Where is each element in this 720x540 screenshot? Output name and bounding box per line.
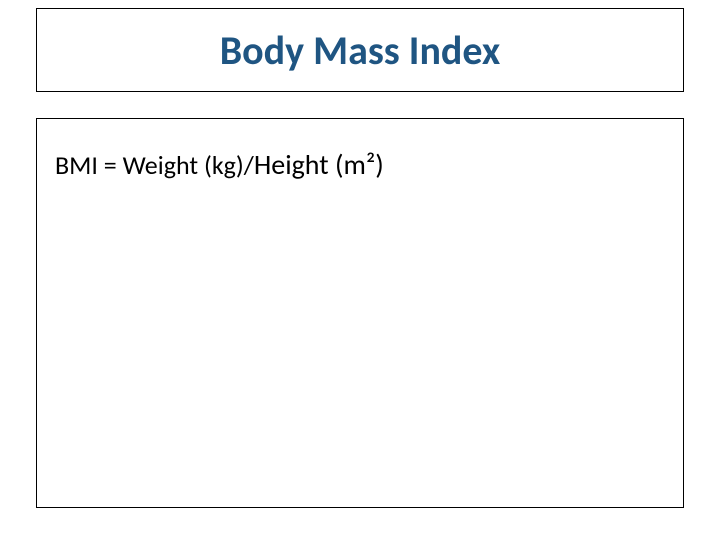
content-container: BMI = Weight (kg)/Height (m²) — [36, 118, 684, 508]
slide-title: Body Mass Index — [220, 26, 501, 75]
formula-line: BMI = Weight (kg)/Height (m²) — [55, 147, 665, 182]
formula-text-part-1: BMI = Weight (kg)/ — [55, 149, 254, 181]
formula-text-part-2: Height (m²) — [254, 147, 384, 182]
title-container: Body Mass Index — [36, 8, 684, 92]
